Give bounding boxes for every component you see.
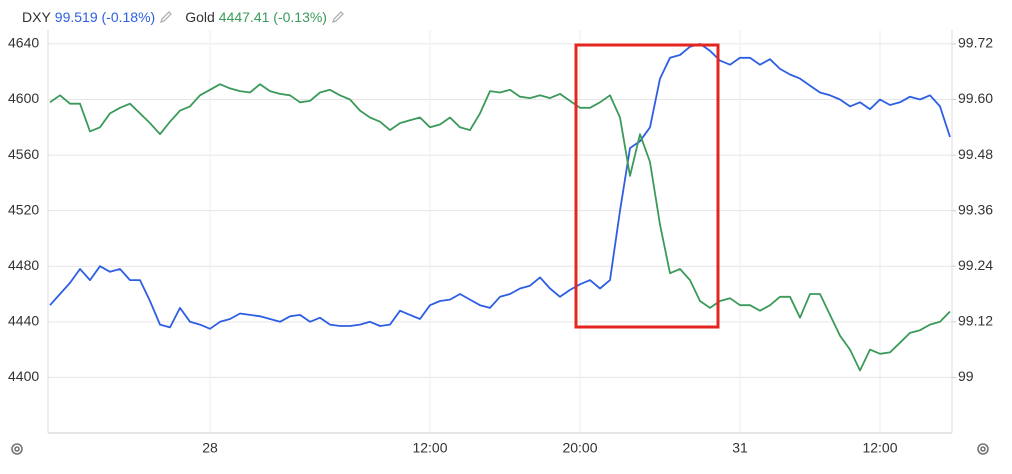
- y2-tick-label: 99.48: [958, 146, 993, 162]
- y2-tick-label: 99: [958, 368, 974, 384]
- y2-tick-label: 99.60: [958, 90, 993, 106]
- x-tick-label: 12:00: [412, 440, 447, 456]
- x-tick-label: 31: [732, 440, 748, 456]
- x-tick-label: 28: [202, 440, 218, 456]
- y-tick-label: 4520: [8, 201, 39, 217]
- legend-name: DXY: [22, 9, 51, 25]
- series-line: [49, 83, 951, 372]
- edit-icon[interactable]: [331, 10, 345, 24]
- edit-icon[interactable]: [159, 10, 173, 24]
- y-tick-label: 4480: [8, 257, 39, 273]
- y2-tick-label: 99.24: [958, 257, 993, 273]
- y-tick-label: 4400: [8, 368, 39, 384]
- x-tick-label: 12:00: [862, 440, 897, 456]
- settings-icon[interactable]: [11, 443, 23, 455]
- series-line: [49, 43, 951, 330]
- legend-quote: 4447.41 (-0.13%): [218, 9, 327, 25]
- y-tick-label: 4440: [8, 313, 39, 329]
- x-tick-label: 20:00: [562, 440, 597, 456]
- highlight-box: [574, 43, 720, 329]
- y-tick-label: 4600: [8, 90, 39, 106]
- legend-quote: 99.519 (-0.18%): [54, 9, 156, 25]
- settings-icon[interactable]: [977, 443, 989, 455]
- y2-tick-label: 99.72: [958, 35, 993, 51]
- plot: [47, 30, 956, 434]
- y2-tick-label: 99.36: [958, 201, 993, 217]
- y-tick-label: 4640: [8, 35, 39, 51]
- y2-tick-label: 99.12: [958, 313, 993, 329]
- y-tick-label: 4560: [8, 146, 39, 162]
- legend-name: Gold: [185, 9, 215, 25]
- legend: DXY 99.519 (-0.18%) Gold 4447.41 (-0.13%): [22, 9, 357, 25]
